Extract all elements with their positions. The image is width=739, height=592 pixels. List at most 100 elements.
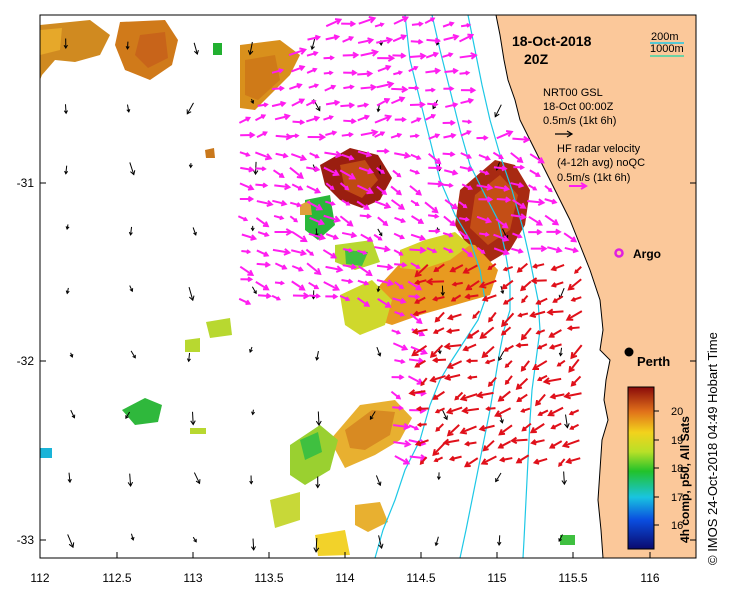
model-current-arrow bbox=[186, 102, 194, 115]
radar-arrow-strong-head bbox=[550, 424, 556, 430]
radar-current-arrow-head bbox=[264, 261, 272, 268]
radar-current-arrow-head bbox=[399, 234, 406, 240]
radar-current-arrow-head bbox=[555, 246, 563, 254]
radar-arrow-strong-head bbox=[481, 351, 489, 359]
radar-current-arrow-head bbox=[432, 51, 440, 58]
model-current-arrow-head bbox=[188, 295, 195, 302]
radar-arrow-strong-head bbox=[515, 457, 522, 464]
model-current-arrow-head bbox=[500, 290, 505, 295]
radar-current-arrow bbox=[376, 264, 392, 269]
radar-arrow-strong bbox=[499, 424, 513, 436]
radar-arrow-strong-head bbox=[443, 342, 451, 350]
radar-current-arrow-head bbox=[398, 203, 406, 210]
radar-current-arrow-head bbox=[430, 17, 436, 22]
radar-current-arrow-head bbox=[386, 80, 395, 89]
radar-arrow-strong-head bbox=[445, 407, 454, 415]
radar-arrow-strong-head bbox=[550, 265, 557, 272]
sst-patch bbox=[340, 280, 392, 335]
radar-current-arrow-head bbox=[464, 216, 470, 222]
radar-current-arrow bbox=[459, 166, 473, 171]
radar-arrow-strong bbox=[435, 311, 445, 322]
model-current-arrow-head bbox=[186, 358, 191, 363]
radar-current-arrow bbox=[325, 233, 338, 240]
radar-current-arrow bbox=[360, 233, 373, 242]
radar-current-arrow-head bbox=[403, 439, 412, 448]
radar-legend-line1: HF radar velocity bbox=[557, 143, 641, 155]
radar-current-arrow bbox=[358, 17, 375, 25]
radar-current-arrow bbox=[393, 441, 410, 446]
radar-arrow-strong-head bbox=[558, 462, 563, 467]
radar-current-arrow-head bbox=[299, 119, 306, 126]
radar-current-arrow bbox=[290, 249, 306, 255]
radar-arrow-strong bbox=[447, 328, 460, 333]
radar-arrow-strong-head bbox=[464, 293, 471, 300]
radar-current-arrow-head bbox=[345, 201, 351, 206]
radar-current-arrow bbox=[547, 246, 562, 252]
radar-current-arrow-head bbox=[518, 182, 525, 189]
radar-current-arrow-head bbox=[296, 172, 304, 179]
colorbar-tick-label: 18 bbox=[671, 463, 683, 475]
colorbar-tick-label: 16 bbox=[671, 520, 683, 532]
radar-current-arrow-head bbox=[452, 67, 459, 75]
radar-current-arrow-head bbox=[366, 187, 374, 195]
radar-arrow-strong-head bbox=[548, 332, 555, 338]
radar-arrow-strong bbox=[483, 294, 497, 301]
model-current-arrow bbox=[192, 227, 197, 236]
radar-current-arrow-head bbox=[467, 165, 474, 172]
model-legend-name: NRT00 GSL bbox=[543, 87, 603, 99]
radar-current-arrow bbox=[342, 264, 356, 269]
radar-current-arrow-head bbox=[348, 154, 355, 161]
radar-current-arrow-head bbox=[384, 114, 393, 122]
radar-current-arrow bbox=[496, 130, 513, 140]
x-tick-label: 116 bbox=[640, 571, 659, 585]
radar-arrow-strong-head bbox=[563, 391, 572, 400]
radar-current-arrow bbox=[306, 116, 319, 123]
radar-arrow-strong-head bbox=[414, 362, 420, 368]
radar-current-arrow bbox=[255, 217, 269, 227]
map-time: 20Z bbox=[524, 51, 549, 67]
radar-arrow-strong-head bbox=[517, 312, 523, 318]
x-tick-label: 115 bbox=[487, 571, 506, 585]
radar-current-arrow bbox=[564, 246, 578, 252]
copyright-credit: © IMOS 24-Oct-2018 04:49 Hobart Time bbox=[705, 332, 720, 565]
model-current-arrow bbox=[435, 536, 439, 546]
radar-arrow-strong-head bbox=[550, 282, 557, 288]
radar-arrow-strong-head bbox=[515, 342, 522, 349]
radar-current-arrow-head bbox=[396, 172, 402, 178]
radar-current-arrow-head bbox=[364, 114, 371, 121]
radar-current-arrow-head bbox=[418, 330, 426, 337]
model-current-arrow-head bbox=[126, 108, 131, 113]
radar-arrow-strong-head bbox=[547, 409, 555, 417]
radar-arrow-strong bbox=[568, 358, 580, 372]
radar-current-arrow bbox=[510, 182, 523, 187]
radar-current-arrow-head bbox=[345, 296, 351, 302]
radar-arrow-strong-head bbox=[459, 427, 468, 435]
radar-arrow-strong-head bbox=[463, 461, 471, 468]
radar-arrow-strong bbox=[465, 294, 479, 299]
sst-patch bbox=[185, 338, 200, 352]
radar-current-arrow bbox=[306, 262, 321, 275]
radar-arrow-strong bbox=[517, 262, 529, 273]
radar-current-arrow bbox=[241, 233, 256, 240]
radar-arrow-strong bbox=[416, 439, 429, 446]
radar-arrow-strong-head bbox=[521, 426, 527, 432]
radar-current-arrow bbox=[410, 233, 425, 240]
radar-current-arrow bbox=[374, 200, 390, 209]
radar-arrow-strong bbox=[466, 280, 480, 291]
radar-current-arrow bbox=[360, 130, 377, 137]
model-current-arrow-head bbox=[434, 542, 439, 547]
radar-current-arrow-head bbox=[247, 184, 255, 191]
radar-current-arrow-head bbox=[502, 235, 510, 242]
radar-current-arrow-head bbox=[298, 266, 304, 272]
radar-current-arrow-head bbox=[400, 218, 407, 224]
radar-current-arrow-head bbox=[276, 296, 282, 301]
radar-arrow-strong bbox=[564, 392, 582, 398]
radar-arrow-strong bbox=[450, 264, 464, 272]
radar-current-arrow-head bbox=[245, 152, 251, 157]
radar-current-arrow-head bbox=[434, 37, 442, 44]
radar-arrow-strong bbox=[533, 360, 548, 370]
radar-current-arrow-head bbox=[384, 148, 390, 155]
radar-current-arrow bbox=[407, 375, 423, 385]
radar-current-arrow-head bbox=[333, 34, 341, 41]
radar-arrow-strong bbox=[570, 344, 583, 359]
